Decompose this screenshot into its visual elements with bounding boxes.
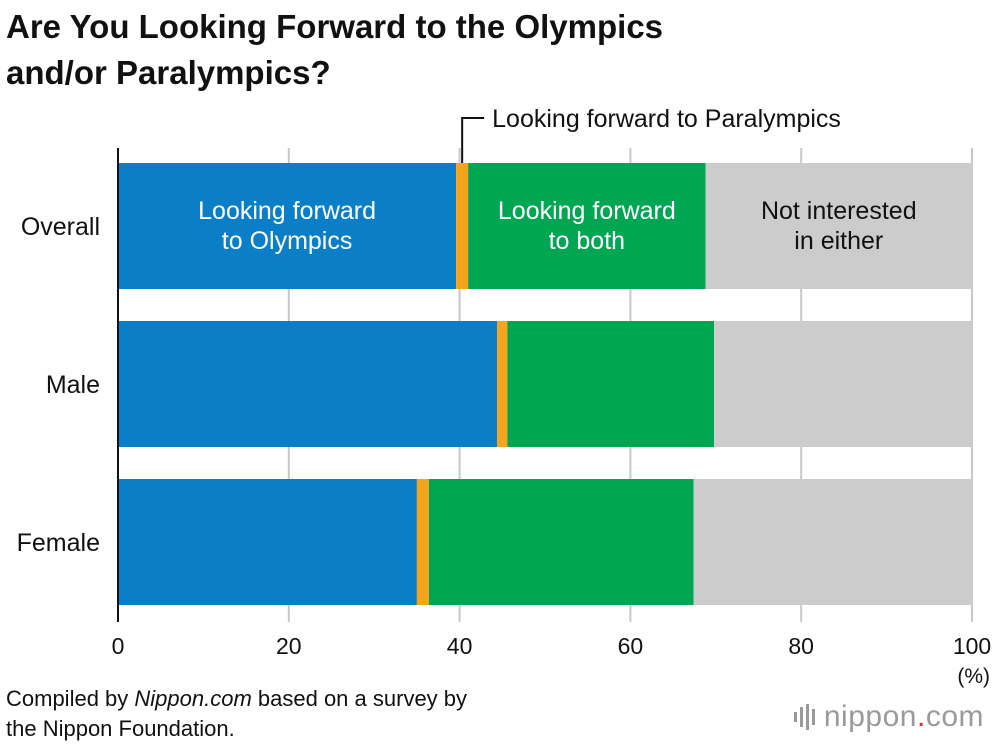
segment-label: Looking forward to both: [498, 197, 676, 255]
bar-segment: [456, 163, 469, 289]
footnote-line-2: the Nippon Foundation.: [6, 716, 235, 741]
bar-segment: [428, 479, 694, 605]
bar-segment: [693, 479, 972, 605]
x-tick-label: 20: [276, 633, 302, 659]
bar-segment: [468, 163, 706, 289]
bar-segment: [507, 321, 715, 447]
source-footnote: Compiled by Nippon.com based on a survey…: [6, 684, 467, 744]
bar-segment: [118, 163, 457, 289]
x-unit-label: (%): [957, 665, 990, 688]
logo-tld: com: [925, 700, 984, 733]
title-line-1: Are You Looking Forward to the Olympics: [6, 8, 664, 45]
bar-segment: [118, 321, 498, 447]
category-label: Overall: [21, 213, 100, 241]
chart-title: Are You Looking Forward to the Olympics …: [6, 4, 906, 96]
footnote-source: Nippon.com: [134, 686, 252, 711]
callout-line: [461, 117, 485, 163]
x-tick-label: 60: [618, 633, 644, 659]
bar-segment: [705, 163, 972, 289]
segment-label: Looking forward to Olympics: [198, 197, 376, 255]
logo-dot: .: [916, 700, 926, 733]
footnote-suffix: based on a survey by: [251, 686, 468, 711]
bar-segment: [714, 321, 972, 447]
category-label: Male: [46, 371, 100, 399]
logo-name: nippon: [823, 700, 917, 733]
callout-label: Looking forward to Paralympics: [492, 105, 841, 133]
category-label: Female: [17, 529, 100, 557]
bar-segment: [497, 321, 508, 447]
x-tick-label: 80: [788, 633, 814, 659]
nippon-logo[interactable]: nippon. com: [793, 700, 984, 734]
x-tick-label: 100: [953, 633, 991, 659]
x-tick-label: 0: [112, 633, 125, 659]
bar-segment: [416, 479, 429, 605]
bar-segment: [118, 479, 417, 605]
title-line-2: and/or Paralympics?: [6, 54, 331, 91]
segment-label: Not interested in either: [761, 197, 917, 255]
x-tick-label: 40: [447, 633, 473, 659]
logo-bars-icon: [793, 704, 815, 730]
footnote-prefix: Compiled by: [6, 686, 135, 711]
